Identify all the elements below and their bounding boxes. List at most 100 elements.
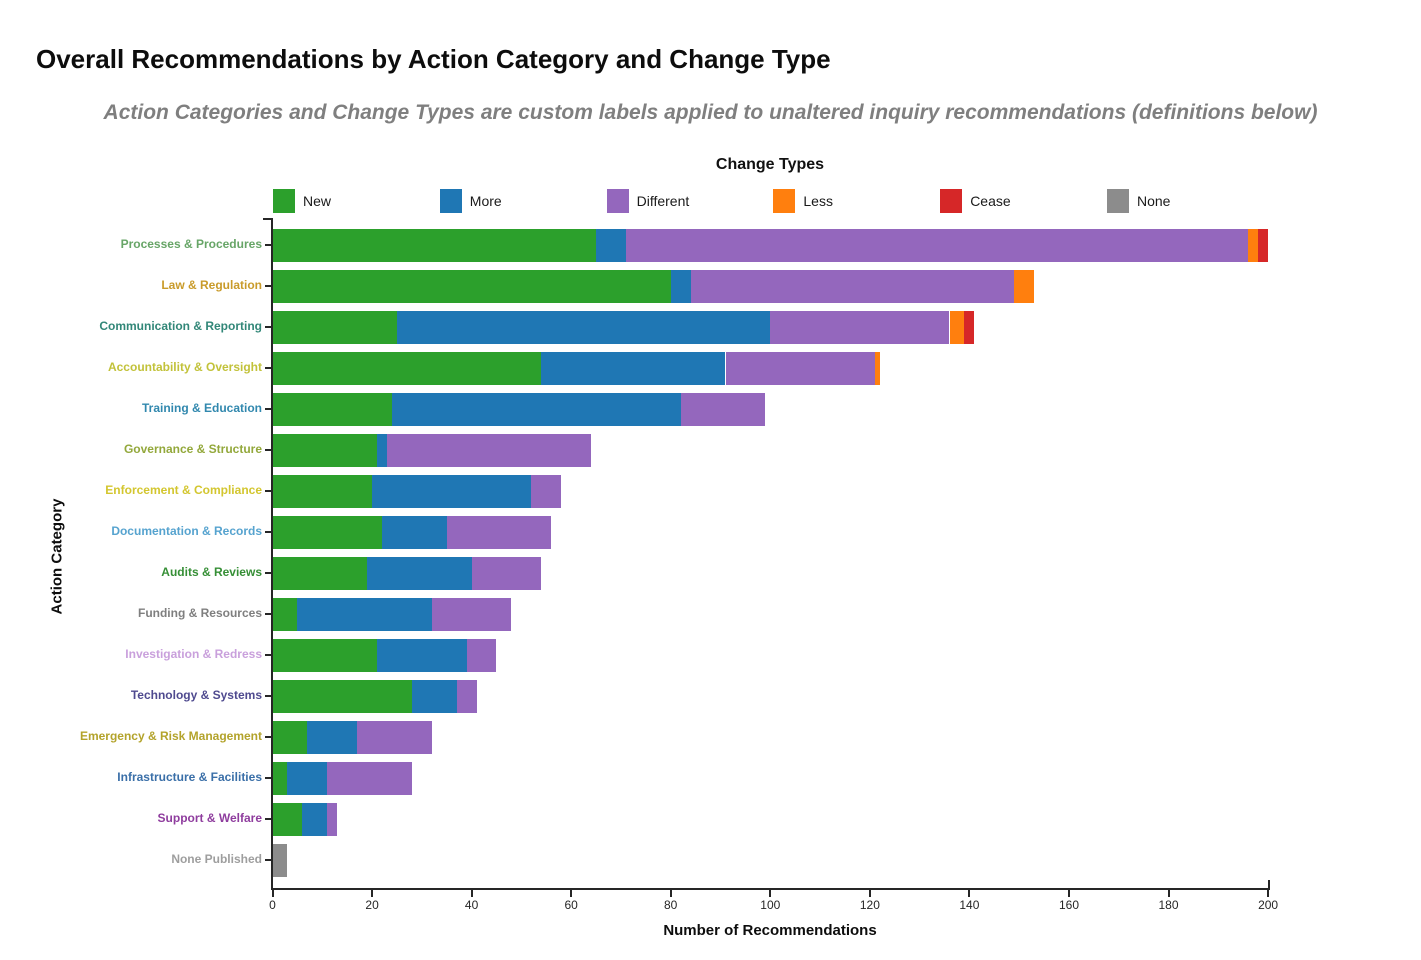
bar-segment-new bbox=[272, 474, 373, 508]
bar-segment-different bbox=[357, 720, 432, 754]
y-tick bbox=[265, 408, 272, 410]
bar-segment-new bbox=[272, 310, 397, 344]
x-axis-right-stub bbox=[1268, 880, 1270, 888]
x-tick bbox=[669, 890, 672, 897]
y-tick bbox=[265, 654, 272, 656]
legend-swatch-more bbox=[439, 189, 462, 213]
bar-segment-more bbox=[307, 720, 358, 754]
y-category-label: Technology & Systems bbox=[130, 688, 262, 702]
x-tick-label: 0 bbox=[269, 898, 276, 912]
bar-segment-different bbox=[327, 761, 412, 795]
bar-segment-more bbox=[396, 310, 771, 344]
legend-swatch-cease bbox=[940, 189, 963, 213]
legend-swatch-different bbox=[606, 189, 629, 213]
bar-segment-different bbox=[456, 679, 477, 713]
bar-segment-more bbox=[367, 556, 472, 590]
bar-segment-more bbox=[670, 269, 691, 303]
y-tick bbox=[265, 736, 272, 738]
bar-segment-new bbox=[272, 597, 298, 631]
bar-segment-more bbox=[377, 638, 467, 672]
bar-segment-more bbox=[297, 597, 432, 631]
legend-label: New bbox=[303, 193, 332, 209]
x-tick bbox=[371, 890, 374, 897]
x-tick bbox=[470, 890, 473, 897]
y-category-label: Support & Welfare bbox=[157, 811, 262, 825]
x-tick-label: 140 bbox=[959, 898, 980, 912]
x-tick-label: 80 bbox=[664, 898, 678, 912]
chart-subtitle: Action Categories and Change Types are c… bbox=[103, 101, 1318, 124]
bar-segment-new bbox=[272, 228, 597, 262]
bar-segment-cease bbox=[1258, 228, 1269, 262]
y-tick bbox=[265, 531, 272, 533]
bar-segment-new bbox=[272, 433, 377, 467]
legend-label: More bbox=[469, 193, 502, 209]
bar-segment-more bbox=[382, 515, 447, 549]
bar-segment-different bbox=[625, 228, 1249, 262]
y-category-label: Enforcement & Compliance bbox=[105, 483, 262, 497]
bar-segment-less bbox=[874, 351, 880, 385]
x-tick bbox=[769, 890, 772, 897]
y-axis-top-serif bbox=[263, 218, 273, 220]
bar-segment-different bbox=[466, 638, 497, 672]
y-tick bbox=[265, 367, 272, 369]
legend-swatch-none bbox=[1107, 189, 1129, 213]
bar-segment-new bbox=[272, 720, 308, 754]
x-tick bbox=[868, 890, 871, 897]
bar-segment-new bbox=[272, 351, 542, 385]
x-tick-label: 180 bbox=[1158, 898, 1179, 912]
bar-segment-more bbox=[411, 679, 457, 713]
bar-segment-more bbox=[392, 392, 681, 426]
legend-swatch-new bbox=[273, 189, 295, 213]
y-axis-label: Action Category bbox=[48, 498, 66, 615]
bar-segment-more bbox=[596, 228, 626, 262]
x-axis-label: Number of Recommendations bbox=[663, 922, 877, 939]
y-tick bbox=[265, 818, 272, 820]
x-tick-label: 200 bbox=[1258, 898, 1279, 912]
x-tick-label: 100 bbox=[760, 898, 781, 912]
bar-segment-new bbox=[272, 761, 288, 795]
legend-label: Less bbox=[803, 193, 833, 209]
legend-swatch-less bbox=[773, 189, 796, 213]
bar-segment-different bbox=[690, 269, 1015, 303]
x-axis-spine bbox=[271, 888, 1270, 890]
x-tick bbox=[968, 890, 971, 897]
bar-segment-different bbox=[531, 474, 562, 508]
y-category-label: Training & Education bbox=[141, 401, 262, 415]
bar-segment-different bbox=[680, 392, 766, 426]
bar-segment-different bbox=[770, 310, 950, 344]
y-category-label: Law & Regulation bbox=[161, 278, 262, 292]
bar-segment-different bbox=[471, 556, 542, 590]
x-tick bbox=[1267, 890, 1270, 897]
bar-segment-cease bbox=[964, 310, 975, 344]
y-category-label: Emergency & Risk Management bbox=[79, 729, 262, 743]
y-category-label: Documentation & Records bbox=[111, 524, 262, 538]
bar-segment-more bbox=[287, 761, 328, 795]
bar-segment-different bbox=[446, 515, 552, 549]
bar-segment-less bbox=[949, 310, 965, 344]
bar-segment-different bbox=[725, 351, 875, 385]
x-tick bbox=[1068, 890, 1070, 897]
legend-label: None bbox=[1137, 193, 1171, 209]
bar-segment-more bbox=[372, 474, 532, 508]
x-tick-label: 160 bbox=[1058, 898, 1080, 912]
x-tick-label: 40 bbox=[464, 898, 479, 912]
bar-segment-new bbox=[272, 802, 303, 836]
bar-segment-less bbox=[1014, 269, 1035, 303]
y-tick bbox=[265, 695, 272, 697]
y-tick bbox=[265, 326, 272, 328]
bar-segment-different bbox=[327, 802, 338, 836]
x-tick-label: 20 bbox=[365, 898, 379, 912]
bar-segment-new bbox=[272, 269, 671, 303]
y-category-label: Communication & Reporting bbox=[99, 319, 262, 333]
y-category-label: Investigation & Redress bbox=[125, 647, 262, 661]
y-category-label: Accountability & Oversight bbox=[107, 360, 262, 374]
page-title: Overall Recommendations by Action Catego… bbox=[36, 44, 831, 74]
y-tick bbox=[265, 490, 272, 492]
bar-segment-less bbox=[1248, 228, 1259, 262]
bar-segment-more bbox=[541, 351, 726, 385]
legend-label: Different bbox=[636, 193, 690, 209]
y-category-label: Governance & Structure bbox=[123, 442, 262, 456]
bar-segment-different bbox=[387, 433, 592, 467]
bar-segment-new bbox=[272, 392, 392, 426]
